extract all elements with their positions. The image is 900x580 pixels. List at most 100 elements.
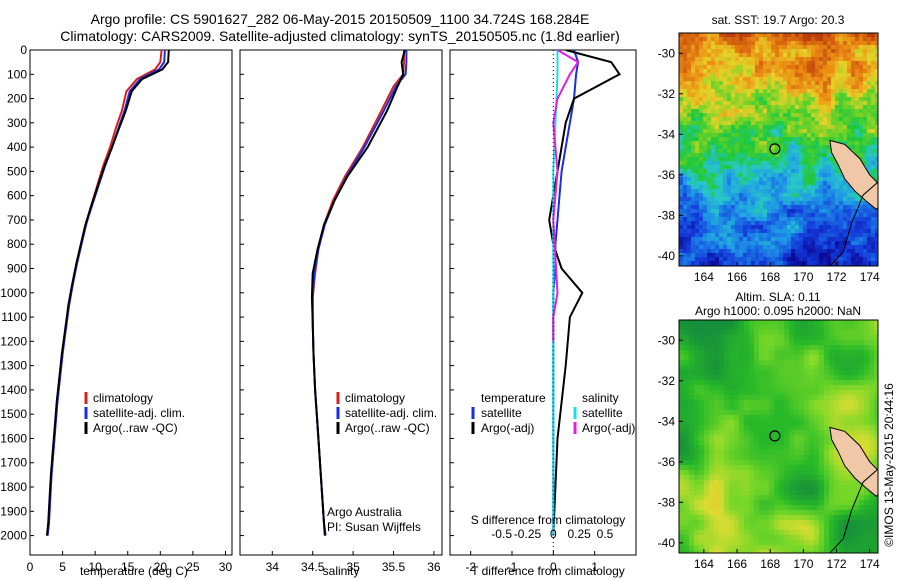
- map-cell: [754, 440, 760, 446]
- map-cell: [767, 41, 772, 46]
- map-cell: [849, 480, 855, 486]
- legend-label-s-satellite: satellite: [582, 406, 623, 420]
- map-cell: [749, 320, 755, 326]
- map-cell: [699, 480, 705, 486]
- map-cell: [819, 245, 824, 250]
- map-cell: [835, 261, 840, 266]
- map-cell: [843, 61, 848, 66]
- map-cell: [875, 93, 878, 98]
- map-cell: [843, 249, 848, 254]
- map-cell: [719, 213, 724, 218]
- map-cell: [775, 253, 780, 258]
- map-cell: [719, 505, 725, 511]
- map-cell: [855, 121, 860, 126]
- map-cell: [771, 141, 776, 146]
- map-cell: [744, 335, 750, 341]
- map-cell: [763, 225, 768, 230]
- map-cell: [834, 515, 840, 521]
- map-cell: [699, 93, 704, 98]
- map-cell: [815, 65, 820, 70]
- map-cell: [759, 229, 764, 234]
- map-cell: [854, 480, 860, 486]
- map-cell: [824, 520, 830, 526]
- map-cell: [749, 470, 755, 476]
- map-cell: [739, 193, 744, 198]
- map-cell: [867, 73, 872, 78]
- map-cell: [704, 470, 710, 476]
- map-cell: [784, 325, 790, 331]
- map-cell: [811, 69, 816, 74]
- map-cell: [729, 425, 735, 431]
- map-cell: [831, 205, 836, 210]
- map-cell: [789, 440, 795, 446]
- depth-tick-label: 400: [7, 140, 27, 154]
- map-cell: [839, 125, 844, 130]
- map-cell: [759, 77, 764, 82]
- map-cell: [847, 205, 852, 210]
- map-cell: [779, 33, 784, 38]
- lat-tick-label: -38: [658, 208, 676, 222]
- map-cell: [827, 245, 832, 250]
- map-cell: [795, 245, 800, 250]
- map-cell: [859, 141, 864, 146]
- map-cell: [735, 37, 740, 42]
- map-cell: [691, 41, 696, 46]
- map-cell: [684, 490, 690, 496]
- map-cell: [815, 153, 820, 158]
- map-cell: [831, 209, 836, 214]
- map-cell: [679, 420, 685, 426]
- map-cell: [851, 33, 856, 38]
- map-cell: [791, 101, 796, 106]
- map-cell: [783, 241, 788, 246]
- map-cell: [739, 520, 745, 526]
- map-cell: [749, 500, 755, 506]
- map-cell: [815, 205, 820, 210]
- map-cell: [715, 165, 720, 170]
- map-cell: [791, 193, 796, 198]
- map-cell: [699, 173, 704, 178]
- map-cell: [731, 153, 736, 158]
- map-cell: [869, 495, 875, 501]
- map-cell: [827, 53, 832, 58]
- map-cell: [734, 355, 740, 361]
- map-cell: [727, 33, 732, 38]
- temperature-panel-frame: [29, 49, 233, 556]
- map-cell: [689, 385, 695, 391]
- map-cell: [767, 249, 772, 254]
- map-cell: [867, 229, 872, 234]
- map-cell: [683, 37, 688, 42]
- map-cell: [679, 61, 684, 66]
- map-cell: [867, 153, 872, 158]
- coastline: [829, 181, 878, 266]
- map-cell: [679, 169, 684, 174]
- map-cell: [835, 137, 840, 142]
- temperature-axis-label: temperature (deg C): [80, 564, 188, 578]
- map-cell: [814, 345, 820, 351]
- x-tick-label: 34: [266, 560, 280, 574]
- map-cell: [803, 177, 808, 182]
- map-cell: [849, 495, 855, 501]
- map-cell: [731, 249, 736, 254]
- map-cell: [724, 480, 730, 486]
- map-cell: [731, 65, 736, 70]
- map-cell: [779, 133, 784, 138]
- map-cell: [747, 73, 752, 78]
- map-cell: [743, 189, 748, 194]
- map-cell: [791, 173, 796, 178]
- map-cell: [759, 165, 764, 170]
- map-cell: [864, 450, 870, 456]
- map-cell: [719, 385, 725, 391]
- map-cell: [819, 201, 824, 206]
- map-cell: [863, 213, 868, 218]
- map-cell: [695, 205, 700, 210]
- map-cell: [763, 117, 768, 122]
- map-cell: [787, 133, 792, 138]
- map-cell: [689, 440, 695, 446]
- map-cell: [719, 205, 724, 210]
- map-cell: [704, 545, 710, 551]
- map-cell: [814, 480, 820, 486]
- map-cell: [863, 89, 868, 94]
- map-cell: [843, 221, 848, 226]
- map-cell: [784, 425, 790, 431]
- map-cell: [694, 380, 700, 386]
